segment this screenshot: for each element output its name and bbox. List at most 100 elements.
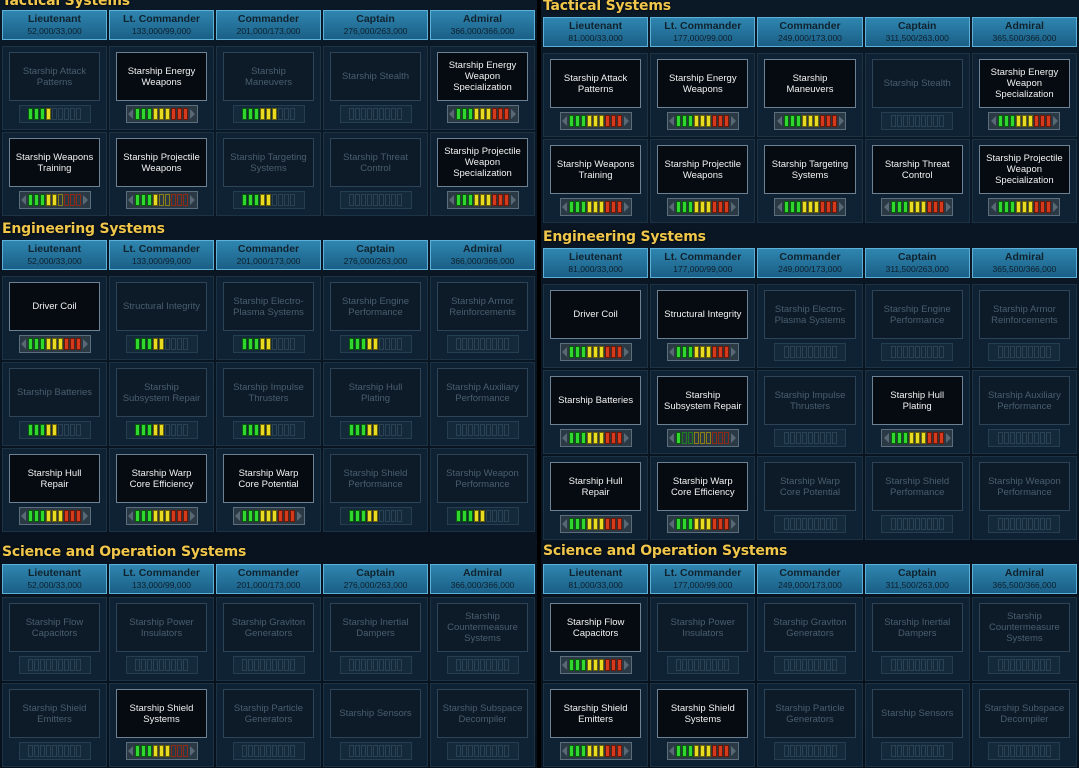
- skill-starship-weapon-performance[interactable]: Starship Weapon Performance: [971, 456, 1078, 540]
- skill-starship-projectile-weapons[interactable]: Starship Projectile Weapons: [109, 132, 214, 216]
- skill-starship-threat-control[interactable]: Starship Threat Control: [864, 139, 970, 223]
- increase-rank-icon[interactable]: [190, 195, 195, 205]
- skill-starship-engine-performance[interactable]: Starship Engine Performance: [323, 276, 428, 360]
- decrease-rank-icon[interactable]: [562, 433, 568, 443]
- skill-starship-hull-plating[interactable]: Starship Hull Plating: [864, 370, 970, 454]
- skill-starship-engine-performance[interactable]: Starship Engine Performance: [864, 284, 970, 368]
- skill-starship-armor-reinforcements[interactable]: Starship Armor Reinforcements: [430, 276, 535, 360]
- skill-starship-impulse-thrusters[interactable]: Starship Impulse Thrusters: [216, 362, 321, 446]
- increase-rank-icon[interactable]: [731, 433, 737, 443]
- decrease-rank-icon[interactable]: [883, 433, 889, 443]
- skill-starship-power-insulators[interactable]: Starship Power Insulators: [650, 597, 756, 681]
- decrease-rank-icon[interactable]: [562, 660, 568, 670]
- skill-starship-auxiliary-performance[interactable]: Starship Auxiliary Performance: [971, 370, 1078, 454]
- increase-rank-icon[interactable]: [190, 511, 195, 521]
- increase-rank-icon[interactable]: [624, 746, 630, 756]
- skill-starship-stealth[interactable]: Starship Stealth: [323, 46, 428, 130]
- skill-starship-inertial-dampers[interactable]: Starship Inertial Dampers: [323, 597, 428, 681]
- skill-structural-integrity[interactable]: Structural Integrity: [650, 284, 756, 368]
- increase-rank-icon[interactable]: [838, 116, 844, 126]
- skill-driver-coil[interactable]: Driver Coil: [2, 276, 107, 360]
- skill-starship-sensors[interactable]: Starship Sensors: [864, 683, 970, 767]
- skill-starship-electro-plasma-systems[interactable]: Starship Electro-Plasma Systems: [757, 284, 863, 368]
- skill-starship-flow-capacitors[interactable]: Starship Flow Capacitors: [543, 597, 649, 681]
- skill-starship-hull-repair[interactable]: Starship Hull Repair: [543, 456, 649, 540]
- skill-starship-armor-reinforcements[interactable]: Starship Armor Reinforcements: [971, 284, 1078, 368]
- skill-starship-weapons-training[interactable]: Starship Weapons Training: [543, 139, 649, 223]
- increase-rank-icon[interactable]: [297, 511, 302, 521]
- skill-starship-weapons-training[interactable]: Starship Weapons Training: [2, 132, 107, 216]
- decrease-rank-icon[interactable]: [562, 519, 568, 529]
- skill-starship-graviton-generators[interactable]: Starship Graviton Generators: [757, 597, 863, 681]
- skill-starship-flow-capacitors[interactable]: Starship Flow Capacitors: [2, 597, 107, 681]
- decrease-rank-icon[interactable]: [21, 339, 26, 349]
- skill-starship-targeting-systems[interactable]: Starship Targeting Systems: [216, 132, 321, 216]
- increase-rank-icon[interactable]: [190, 746, 195, 756]
- skill-starship-hull-plating[interactable]: Starship Hull Plating: [323, 362, 428, 446]
- increase-rank-icon[interactable]: [945, 202, 951, 212]
- skill-starship-threat-control[interactable]: Starship Threat Control: [323, 132, 428, 216]
- skill-starship-electro-plasma-systems[interactable]: Starship Electro-Plasma Systems: [216, 276, 321, 360]
- decrease-rank-icon[interactable]: [128, 746, 133, 756]
- decrease-rank-icon[interactable]: [776, 202, 782, 212]
- skill-starship-energy-weapons[interactable]: Starship Energy Weapons: [109, 46, 214, 130]
- decrease-rank-icon[interactable]: [449, 195, 454, 205]
- skill-starship-countermeasure-systems[interactable]: Starship Countermeasure Systems: [971, 597, 1078, 681]
- decrease-rank-icon[interactable]: [21, 511, 26, 521]
- increase-rank-icon[interactable]: [83, 195, 88, 205]
- skill-starship-projectile-weapon-specialization[interactable]: Starship Projectile Weapon Specializatio…: [430, 132, 535, 216]
- skill-starship-energy-weapons[interactable]: Starship Energy Weapons: [650, 53, 756, 137]
- increase-rank-icon[interactable]: [190, 109, 195, 119]
- increase-rank-icon[interactable]: [945, 433, 951, 443]
- skill-starship-particle-generators[interactable]: Starship Particle Generators: [216, 683, 321, 767]
- skill-starship-subspace-decompiler[interactable]: Starship Subspace Decompiler: [971, 683, 1078, 767]
- decrease-rank-icon[interactable]: [562, 746, 568, 756]
- skill-starship-energy-weapon-specialization[interactable]: Starship Energy Weapon Specialization: [971, 53, 1078, 137]
- increase-rank-icon[interactable]: [511, 109, 516, 119]
- increase-rank-icon[interactable]: [624, 660, 630, 670]
- skill-starship-shield-performance[interactable]: Starship Shield Performance: [864, 456, 970, 540]
- skill-starship-graviton-generators[interactable]: Starship Graviton Generators: [216, 597, 321, 681]
- decrease-rank-icon[interactable]: [21, 195, 26, 205]
- skill-starship-warp-core-potential[interactable]: Starship Warp Core Potential: [216, 448, 321, 532]
- skill-starship-countermeasure-systems[interactable]: Starship Countermeasure Systems: [430, 597, 535, 681]
- skill-structural-integrity[interactable]: Structural Integrity: [109, 276, 214, 360]
- increase-rank-icon[interactable]: [731, 347, 737, 357]
- skill-starship-maneuvers[interactable]: Starship Maneuvers: [757, 53, 863, 137]
- skill-starship-subsystem-repair[interactable]: Starship Subsystem Repair: [650, 370, 756, 454]
- decrease-rank-icon[interactable]: [669, 347, 675, 357]
- decrease-rank-icon[interactable]: [776, 116, 782, 126]
- decrease-rank-icon[interactable]: [128, 195, 133, 205]
- decrease-rank-icon[interactable]: [235, 511, 240, 521]
- decrease-rank-icon[interactable]: [128, 511, 133, 521]
- increase-rank-icon[interactable]: [731, 519, 737, 529]
- decrease-rank-icon[interactable]: [449, 109, 454, 119]
- skill-starship-sensors[interactable]: Starship Sensors: [323, 683, 428, 767]
- skill-starship-impulse-thrusters[interactable]: Starship Impulse Thrusters: [757, 370, 863, 454]
- increase-rank-icon[interactable]: [624, 347, 630, 357]
- increase-rank-icon[interactable]: [83, 339, 88, 349]
- skill-starship-batteries[interactable]: Starship Batteries: [2, 362, 107, 446]
- increase-rank-icon[interactable]: [83, 511, 88, 521]
- increase-rank-icon[interactable]: [511, 195, 516, 205]
- skill-starship-attack-patterns[interactable]: Starship Attack Patterns: [2, 46, 107, 130]
- skill-starship-shield-systems[interactable]: Starship Shield Systems: [650, 683, 756, 767]
- skill-starship-targeting-systems[interactable]: Starship Targeting Systems: [757, 139, 863, 223]
- decrease-rank-icon[interactable]: [669, 519, 675, 529]
- skill-starship-particle-generators[interactable]: Starship Particle Generators: [757, 683, 863, 767]
- skill-starship-hull-repair[interactable]: Starship Hull Repair: [2, 448, 107, 532]
- decrease-rank-icon[interactable]: [883, 202, 889, 212]
- skill-starship-projectile-weapon-specialization[interactable]: Starship Projectile Weapon Specializatio…: [971, 139, 1078, 223]
- decrease-rank-icon[interactable]: [990, 116, 996, 126]
- skill-starship-shield-performance[interactable]: Starship Shield Performance: [323, 448, 428, 532]
- skill-starship-shield-emitters[interactable]: Starship Shield Emitters: [2, 683, 107, 767]
- skill-starship-auxiliary-performance[interactable]: Starship Auxiliary Performance: [430, 362, 535, 446]
- skill-starship-stealth[interactable]: Starship Stealth: [864, 53, 970, 137]
- skill-starship-shield-systems[interactable]: Starship Shield Systems: [109, 683, 214, 767]
- skill-driver-coil[interactable]: Driver Coil: [543, 284, 649, 368]
- skill-starship-shield-emitters[interactable]: Starship Shield Emitters: [543, 683, 649, 767]
- skill-starship-maneuvers[interactable]: Starship Maneuvers: [216, 46, 321, 130]
- decrease-rank-icon[interactable]: [669, 746, 675, 756]
- increase-rank-icon[interactable]: [731, 202, 737, 212]
- decrease-rank-icon[interactable]: [562, 347, 568, 357]
